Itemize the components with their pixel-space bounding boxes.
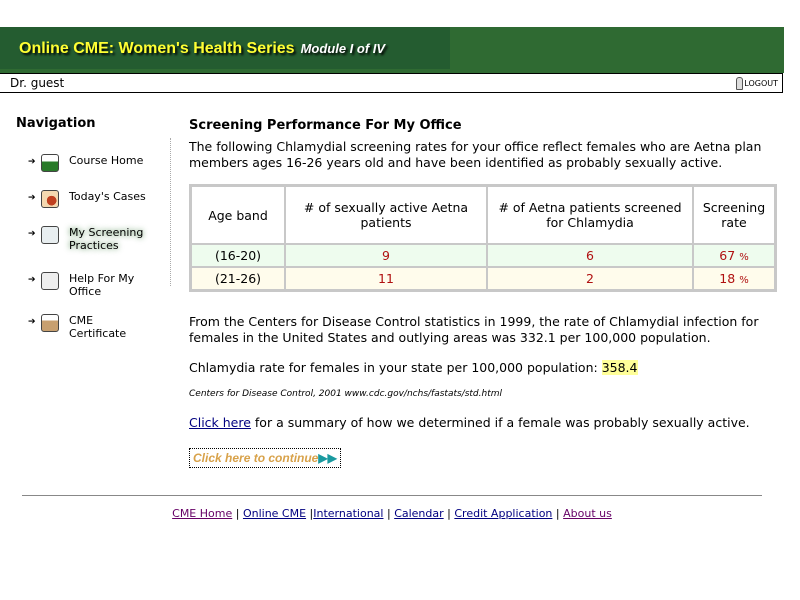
user-name: Dr. guest [10,76,65,90]
footer-link-international[interactable]: International [313,507,384,520]
page-title: Screening Performance For My Office [189,118,462,133]
arrow-icon: ➔ [28,157,36,167]
screening-icon [41,226,59,244]
col-header: # of Aetna patients screened for Chlamyd… [487,186,693,244]
footer-link-online-cme[interactable]: Online CME [242,507,307,520]
logout-button[interactable]: LOGOUT [736,77,778,90]
navigation-title: Navigation [16,116,96,131]
active-count: 11 [285,267,487,290]
state-rate-label: Chlamydia rate for females in your state… [189,360,598,375]
main-content: Screening Performance For My Office The … [189,118,789,468]
nav-item-cme-certificate[interactable]: ➔ CME Certificate [28,314,139,340]
nav-item-course-home[interactable]: ➔ Course Home [28,154,143,172]
screened-count: 2 [487,267,693,290]
age-band: (16-20) [191,244,285,267]
user-bar: Dr. guest LOGOUT [0,73,783,93]
header-title-box: Online CME: Women's Health Series Module … [0,27,450,69]
rate-unit: % [739,252,749,263]
screening-rate: 18 % [693,267,775,290]
continue-label: Click here to continue [193,451,319,465]
col-header: Screening rate [693,186,775,244]
nav-label: My Screening Practices [69,226,144,252]
rate-value: 18 [719,271,736,286]
rate-value: 67 [719,248,736,263]
footer-links: CME Home | Online CME |International | C… [172,507,612,520]
footer-link-cme-home[interactable]: CME Home [172,507,233,520]
screening-rate: 67 % [693,244,775,267]
footer-divider [22,495,762,496]
arrow-icon: ➔ [28,193,36,203]
nav-divider [170,138,171,286]
nav-label: Course Home [69,154,144,167]
nav-label: Help For My Office [69,272,135,298]
arrow-icon: ➔ [28,275,36,285]
summary-text: for a summary of how we determined if a … [250,415,750,430]
summary-line: Click here for a summary of how we deter… [189,415,789,430]
state-rate: Chlamydia rate for females in your state… [189,360,789,375]
continue-button[interactable]: Click here to continue▶▶ [189,448,341,468]
footer-link-credit-application[interactable]: Credit Application [454,507,553,520]
course-home-icon [41,154,59,172]
footer-link-calendar[interactable]: Calendar [394,507,444,520]
screening-table: Age band # of sexually active Aetna pati… [189,184,777,292]
screened-count: 6 [487,244,693,267]
nav-item-my-screening-practices[interactable]: ➔ My Screening Practices [28,226,149,252]
fast-forward-icon: ▶▶ [318,451,337,465]
help-icon [41,272,59,290]
age-band: (21-26) [191,267,285,290]
citation: Centers for Disease Control, 2001 www.cd… [189,389,503,399]
nav-item-todays-cases[interactable]: ➔ Today's Cases [28,190,146,208]
certificate-icon [41,314,59,332]
col-header: Age band [191,186,285,244]
table-row: (21-26) 11 2 18 % [191,267,775,290]
intro-text: The following Chlamydial screening rates… [189,139,762,170]
nav-item-help-for-my-office[interactable]: ➔ Help For My Office [28,272,149,298]
summary-link[interactable]: Click here [189,415,251,430]
arrow-icon: ➔ [28,317,36,327]
table-row: (16-20) 9 6 67 % [191,244,775,267]
nav-label: CME Certificate [69,314,127,340]
cdc-statistics: From the Centers for Disease Control sta… [189,314,759,345]
series-title: Online CME: Women's Health Series [19,40,295,57]
module-label: Module I of IV [300,41,386,56]
rate-unit: % [739,275,749,286]
active-count: 9 [285,244,487,267]
cases-icon [41,190,59,208]
footer-link-about-us[interactable]: About us [563,507,612,520]
site-title: Online CME: Women's Health Series Module … [19,40,385,58]
state-rate-value: 358.4 [601,360,638,375]
table-header-row: Age band # of sexually active Aetna pati… [191,186,775,244]
nav-label: Today's Cases [69,190,146,203]
arrow-icon: ➔ [28,229,36,239]
header-banner: Online CME: Women's Health Series Module … [0,27,784,73]
logout-label: LOGOUT [744,79,778,88]
key-icon [736,77,744,90]
col-header: # of sexually active Aetna patients [285,186,487,244]
